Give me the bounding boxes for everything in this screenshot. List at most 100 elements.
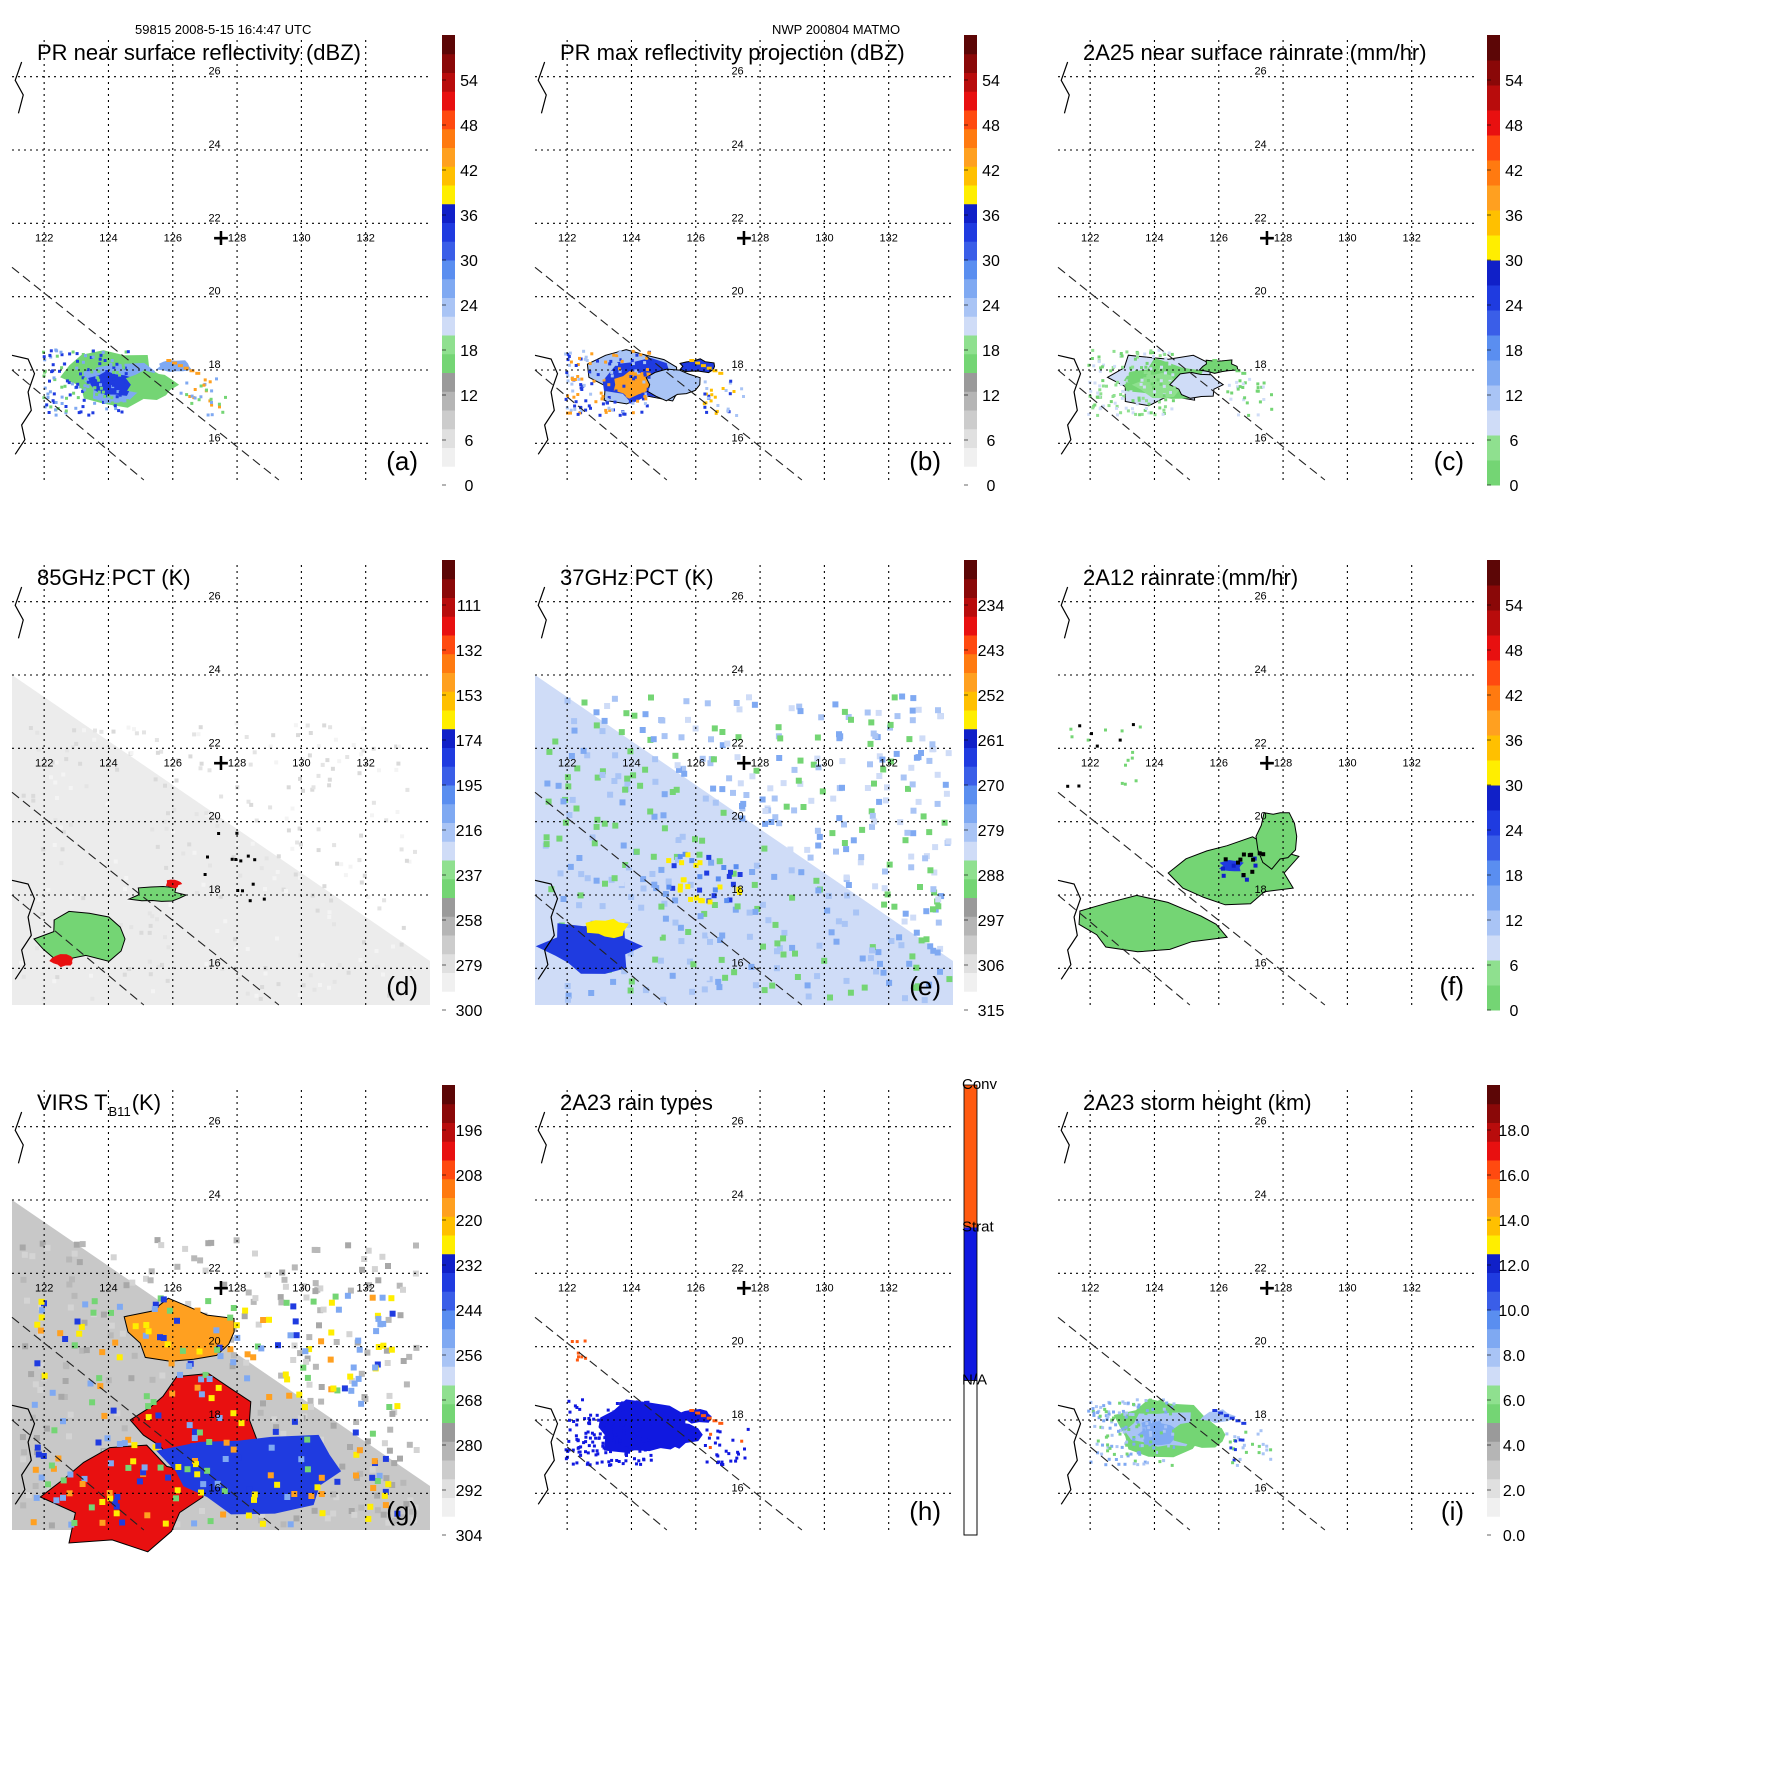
scattered-pixel xyxy=(624,1431,628,1435)
scattered-pixel xyxy=(588,1436,592,1440)
scattered-pixel xyxy=(592,1433,596,1437)
colorbar-tick-label: 153 xyxy=(456,688,483,705)
scattered-pixel xyxy=(1094,1405,1098,1409)
scattered-pixel xyxy=(1110,1420,1114,1424)
background-pixel xyxy=(52,843,57,848)
scattered-pixel xyxy=(1127,379,1131,383)
scattered-pixel xyxy=(610,1436,614,1440)
scattered-pixel xyxy=(1102,1419,1106,1423)
lat-label: 24 xyxy=(1254,139,1266,151)
background-pixel xyxy=(58,1393,65,1400)
scattered-pixel xyxy=(55,349,59,353)
colorbar-swatch xyxy=(1487,1366,1500,1386)
colorbar-swatch xyxy=(1487,1272,1500,1292)
background-pixel xyxy=(28,726,33,730)
scattered-pixel xyxy=(1124,406,1128,410)
colorbar-swatch xyxy=(442,1197,455,1217)
background-pixel xyxy=(264,1271,271,1278)
background-pixel xyxy=(748,963,755,970)
background-pixel xyxy=(55,975,60,980)
colorbar-tick-label: 24 xyxy=(1505,298,1523,315)
scattered-pixel xyxy=(1105,1417,1109,1421)
scattered-pixel xyxy=(60,385,64,389)
scattered-pixel xyxy=(1132,1436,1136,1439)
scattered-pixel xyxy=(1131,750,1135,754)
scattered-pixel xyxy=(81,389,85,393)
background-pixel xyxy=(814,973,821,980)
header-center: NWP 200804 MATMO xyxy=(772,22,901,37)
background-pixel xyxy=(730,789,736,796)
background-pixel xyxy=(791,807,798,814)
background-pixel xyxy=(234,721,239,726)
background-pixel xyxy=(639,727,646,733)
scattered-pixel xyxy=(618,1439,622,1443)
scattered-pixel xyxy=(567,355,571,358)
scattered-pixel xyxy=(1095,1442,1099,1446)
scattered-pixel xyxy=(592,379,596,383)
background-pixel xyxy=(934,949,941,956)
colorbar-swatch xyxy=(442,1516,455,1536)
scattered-pixel xyxy=(645,356,649,360)
scattered-pixel xyxy=(588,1422,592,1426)
background-pixel xyxy=(926,757,933,764)
cloud-pixel xyxy=(335,1306,342,1313)
colorbar-swatch xyxy=(1487,1310,1500,1330)
lon-label: 128 xyxy=(751,1282,769,1294)
scattered-pixel xyxy=(626,1443,629,1447)
scattered-pixel xyxy=(1172,1445,1176,1449)
scattered-pixel xyxy=(93,401,97,405)
cloud-pixel xyxy=(341,1385,348,1392)
panel-b: 122 124 126 128 130 132262422201816+544842363… xyxy=(534,35,1000,495)
convective-pixel xyxy=(688,896,694,902)
background-pixel xyxy=(651,813,658,820)
cloud-pixel xyxy=(259,1520,266,1527)
colorbar-swatch xyxy=(442,1160,455,1180)
background-pixel xyxy=(927,943,934,950)
lon-label: 122 xyxy=(558,1282,576,1294)
background-pixel xyxy=(308,731,313,735)
lon-label: 126 xyxy=(687,232,705,244)
cloud-pixel xyxy=(376,1472,383,1479)
background-pixel xyxy=(276,982,281,987)
scattered-pixel xyxy=(610,408,614,412)
scattered-pixel xyxy=(1238,1457,1242,1461)
background-pixel xyxy=(346,970,351,975)
precip-cell xyxy=(49,954,73,968)
convective-pixel xyxy=(677,854,683,860)
scattered-pixel xyxy=(75,352,79,356)
cloud-pixel xyxy=(318,1474,325,1481)
scattered-pixel xyxy=(51,369,55,373)
scattered-pixel xyxy=(1144,365,1148,369)
background-pixel xyxy=(649,871,656,877)
colorbar-tick-label: 292 xyxy=(456,1483,483,1500)
scattered-pixel xyxy=(60,402,64,405)
background-pixel xyxy=(731,969,738,976)
scattered-pixel xyxy=(575,1406,579,1409)
scattered-pixel xyxy=(1108,1401,1112,1405)
cloud-pixel xyxy=(380,1342,387,1349)
background-pixel xyxy=(107,1332,114,1339)
scattered-pixel xyxy=(620,359,624,363)
scattered-pixel xyxy=(51,363,55,367)
scattered-pixel xyxy=(728,392,732,396)
background-pixel xyxy=(163,935,167,940)
scattered-pixel xyxy=(109,353,113,357)
background-pixel xyxy=(21,1449,28,1456)
background-pixel xyxy=(859,955,866,962)
background-pixel xyxy=(194,812,199,817)
background-pixel xyxy=(181,851,186,856)
coastline xyxy=(537,61,547,114)
colorbar-swatch xyxy=(1487,560,1500,586)
background-pixel xyxy=(915,706,922,713)
cloud-pixel xyxy=(230,1305,237,1311)
precip-cell xyxy=(1255,812,1298,870)
background-pixel xyxy=(672,752,679,759)
background-pixel xyxy=(274,760,279,765)
background-pixel xyxy=(767,947,774,954)
scattered-pixel xyxy=(1163,405,1167,409)
cloud-pixel xyxy=(356,1447,363,1454)
background-pixel xyxy=(293,1515,300,1522)
colorbar-tick-label: 48 xyxy=(982,118,1000,135)
scattered-pixel xyxy=(210,389,214,393)
cloud-pixel xyxy=(207,1518,214,1525)
